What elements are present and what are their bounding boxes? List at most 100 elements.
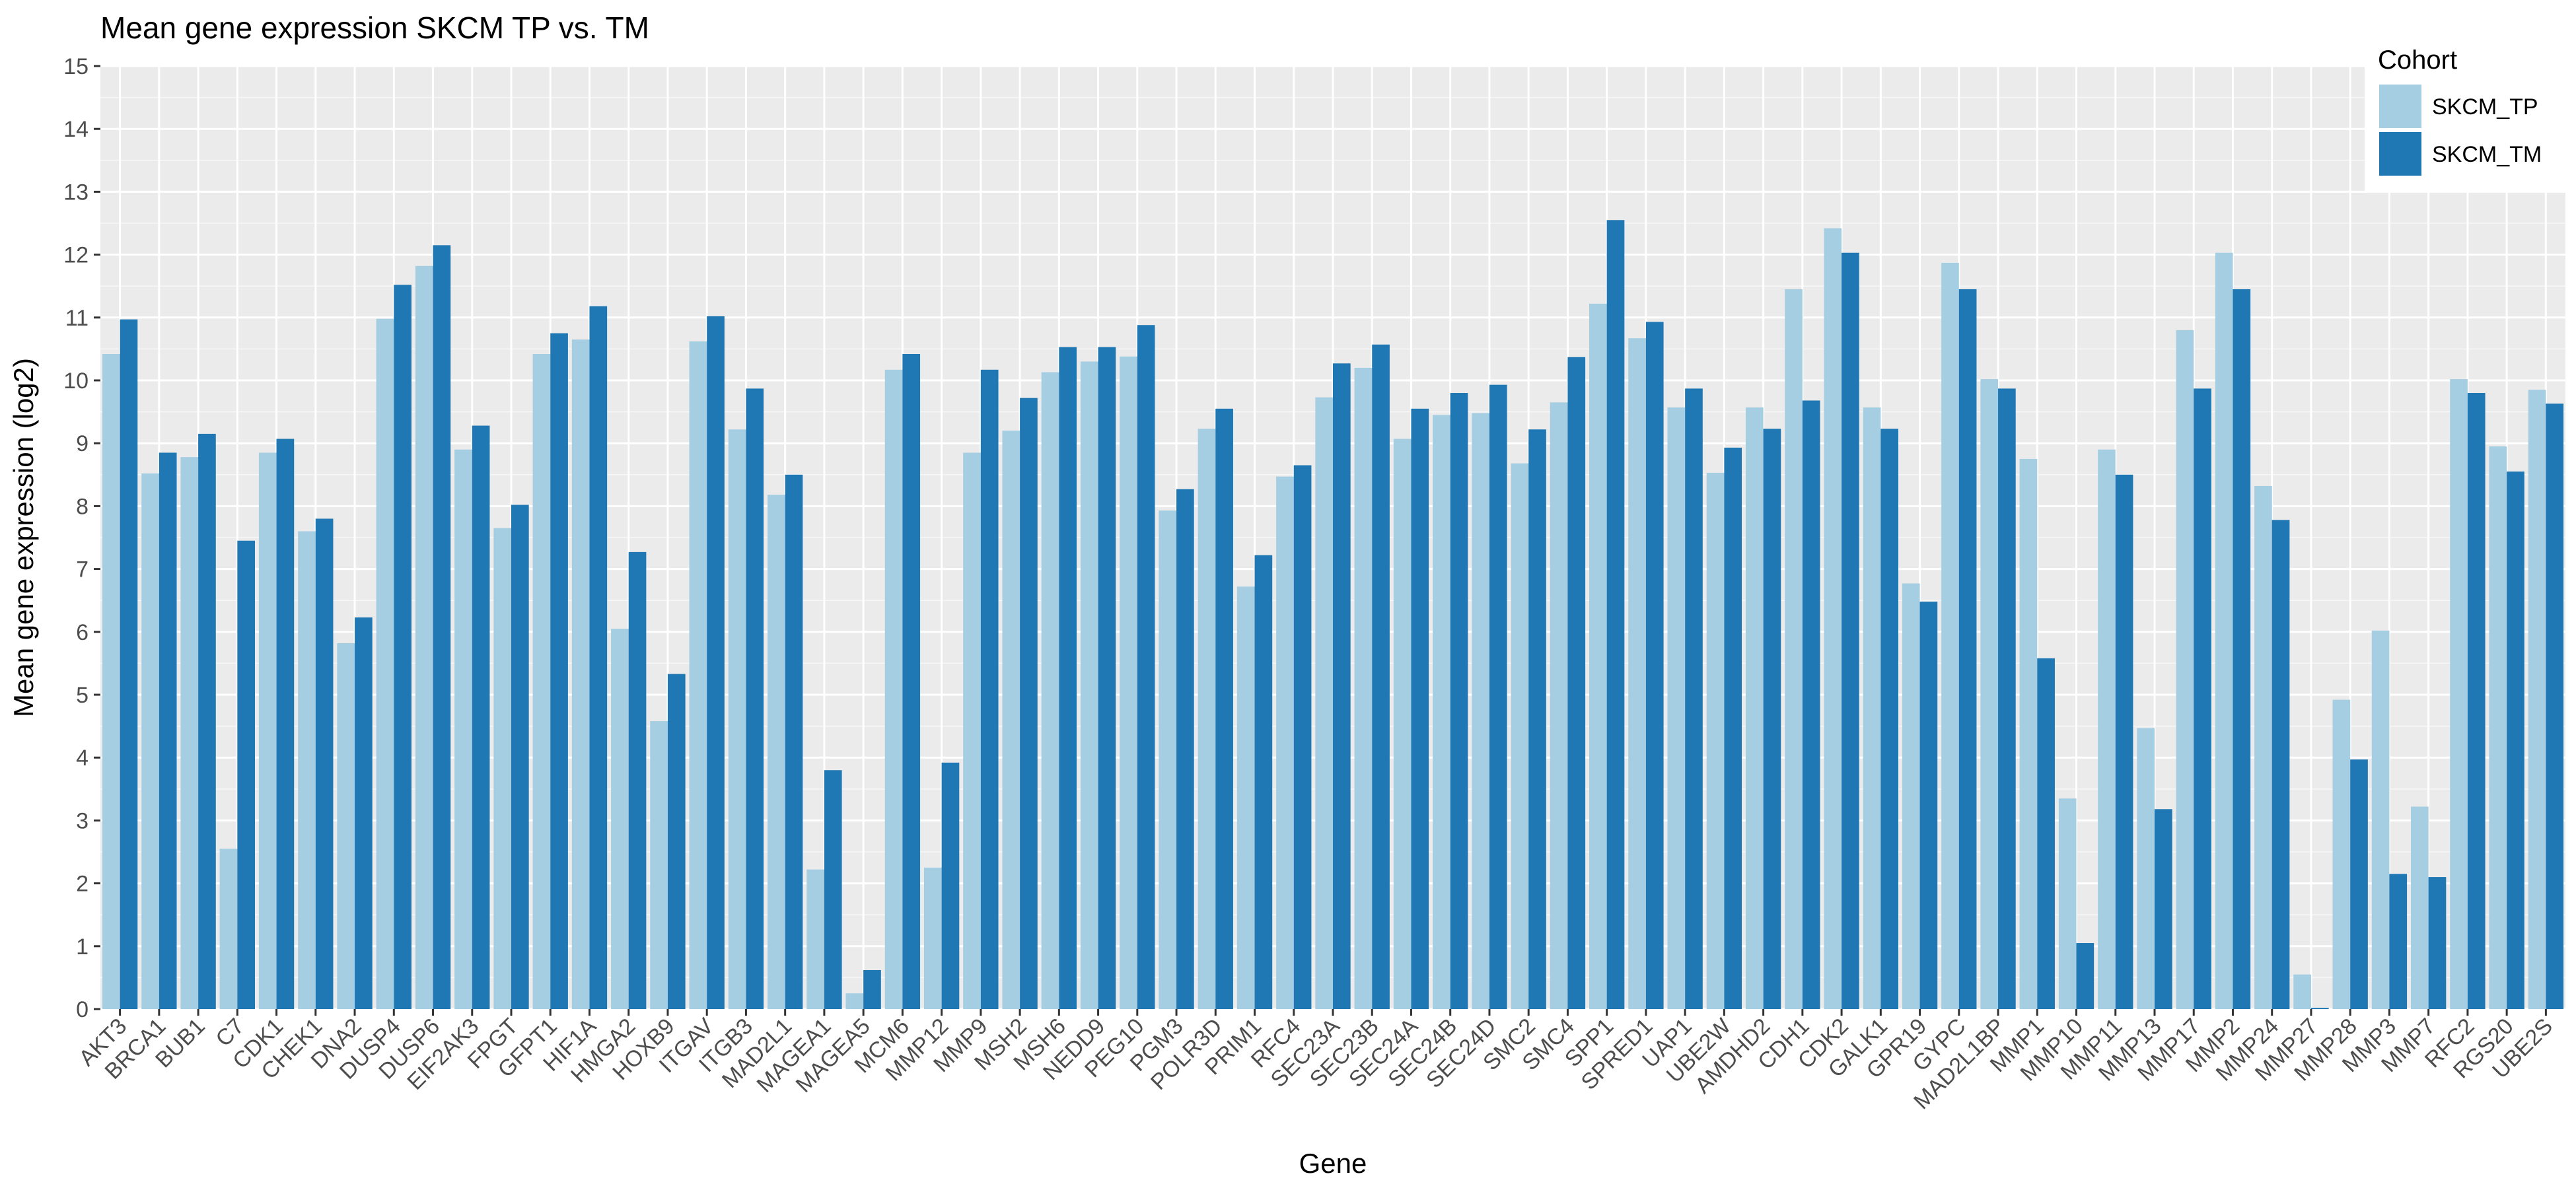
- bar-skcm-tm-gpr19: [1919, 602, 1938, 1009]
- y-tick-label: 14: [63, 117, 89, 142]
- bar-skcm-tp-mcm6: [884, 369, 903, 1009]
- y-tick-label: 12: [63, 243, 89, 268]
- bar-skcm-tm-ube2s: [2546, 403, 2564, 1009]
- bar-skcm-tm-bub1: [198, 433, 216, 1009]
- bar-skcm-tm-eif2ak3: [472, 425, 490, 1009]
- y-tick-label: 4: [76, 746, 89, 771]
- bar-skcm-tm-mmp13: [2155, 809, 2172, 1009]
- bar-skcm-tp-brca1: [141, 473, 159, 1009]
- bar-skcm-tm-rgs20: [2507, 472, 2524, 1009]
- bar-skcm-tm-mcm6: [902, 354, 921, 1009]
- bar-skcm-tm-mmp7: [2428, 877, 2447, 1009]
- y-axis-title: Mean gene expression (log2): [8, 358, 39, 717]
- legend-key-skcm-tp: [2379, 85, 2421, 128]
- bar-skcm-tp-ube2s: [2528, 390, 2546, 1009]
- bar-skcm-tm-mmp24: [2272, 520, 2290, 1009]
- bar-skcm-tm-akt3: [120, 319, 138, 1009]
- bar-skcm-tp-sec24d: [1472, 413, 1489, 1009]
- bar-skcm-tp-sec23b: [1354, 367, 1373, 1009]
- bar-skcm-tm-nedd9: [1098, 347, 1116, 1009]
- bar-skcm-tm-sec23a: [1333, 363, 1351, 1009]
- y-tick-label: 10: [63, 368, 89, 394]
- legend-key-skcm-tm: [2379, 132, 2421, 176]
- bar-skcm-tp-bub1: [180, 457, 199, 1009]
- bar-skcm-tm-magea1: [824, 770, 842, 1009]
- bar-skcm-tp-mad2l1bp: [1980, 379, 1999, 1009]
- bar-skcm-tp-itgav: [689, 341, 707, 1009]
- bar-skcm-tp-mmp7: [2411, 806, 2429, 1009]
- y-tick-label: 9: [76, 431, 89, 456]
- bar-skcm-tp-spp1: [1589, 303, 1607, 1010]
- y-tick-label: 13: [63, 180, 89, 205]
- bar-skcm-tp-prim1: [1236, 586, 1255, 1009]
- legend-label-skcm-tm: SKCM_TM: [2432, 142, 2542, 167]
- bar-skcm-tp-c7: [219, 849, 238, 1009]
- bar-skcm-tm-mmp11: [2115, 474, 2133, 1009]
- bar-skcm-tp-dusp4: [376, 318, 394, 1010]
- bars: [102, 220, 2564, 1010]
- bar-skcm-tp-polr3d: [1198, 429, 1216, 1009]
- legend-label-skcm-tp: SKCM_TP: [2432, 94, 2538, 120]
- bar-skcm-tp-msh6: [1041, 372, 1059, 1009]
- bar-skcm-tp-uap1: [1667, 407, 1686, 1009]
- bar-skcm-tm-mmp3: [2389, 874, 2408, 1009]
- legend-title: Cohort: [2378, 46, 2457, 75]
- bar-skcm-tm-hoxb9: [667, 674, 686, 1009]
- bar-skcm-tp-hmga2: [611, 629, 629, 1009]
- bar-skcm-tm-mad2l1: [785, 474, 803, 1009]
- bar-skcm-tp-mmp9: [963, 452, 981, 1009]
- bar-skcm-tp-eif2ak3: [454, 449, 472, 1009]
- bar-skcm-tp-gypc: [1941, 262, 1959, 1009]
- bar-skcm-tm-msh6: [1059, 347, 1077, 1009]
- bar-skcm-tm-cdk1: [276, 438, 295, 1009]
- bar-skcm-tm-dna2: [355, 617, 373, 1009]
- bar-skcm-tm-mmp1: [2037, 658, 2055, 1009]
- bar-skcm-tp-dna2: [337, 643, 355, 1009]
- bar-skcm-tp-galk1: [1863, 407, 1881, 1009]
- bar-skcm-tp-msh2: [1002, 431, 1020, 1009]
- bar-skcm-tp-pgm3: [1159, 510, 1177, 1009]
- bar-skcm-tm-pgm3: [1176, 489, 1194, 1009]
- bar-skcm-tm-mmp9: [980, 369, 999, 1009]
- bar-skcm-tm-mad2l1bp: [1998, 388, 2016, 1009]
- bar-skcm-tm-peg10: [1137, 325, 1155, 1009]
- y-tick-label: 6: [76, 620, 89, 645]
- bar-skcm-tp-gfpt1: [532, 354, 551, 1009]
- bar-skcm-tm-spred1: [1645, 322, 1664, 1009]
- bar-skcm-tm-amdhd2: [1763, 429, 1781, 1009]
- bar-skcm-tp-hif1a: [571, 339, 590, 1009]
- y-tick-label: 7: [76, 557, 89, 582]
- y-tick-label: 15: [63, 54, 89, 79]
- bar-skcm-tp-itgb3: [728, 429, 746, 1009]
- bar-skcm-tm-ube2w: [1724, 447, 1742, 1009]
- bar-skcm-tp-spred1: [1628, 338, 1646, 1009]
- bar-skcm-tm-rfc4: [1293, 465, 1312, 1009]
- bar-skcm-tm-galk1: [1880, 429, 1898, 1009]
- bar-skcm-tp-hoxb9: [650, 720, 668, 1009]
- bar-skcm-tp-magea1: [806, 869, 824, 1009]
- bar-skcm-tp-mmp12: [923, 867, 942, 1009]
- bar-skcm-tm-mmp2: [2233, 289, 2251, 1010]
- y-tick-label: 5: [76, 683, 89, 708]
- y-tick-label: 0: [76, 997, 89, 1022]
- bar-skcm-tp-smc4: [1550, 402, 1568, 1009]
- x-axis-title: Gene: [1299, 1148, 1367, 1179]
- bar-skcm-tp-sec23a: [1315, 397, 1333, 1009]
- bar-skcm-tp-rfc2: [2450, 379, 2468, 1009]
- bar-skcm-tp-cdk1: [258, 452, 277, 1009]
- bar-skcm-tm-uap1: [1685, 388, 1703, 1009]
- bar-skcm-tp-magea5: [845, 993, 864, 1009]
- bar-skcm-tm-smc4: [1567, 357, 1586, 1009]
- bar-skcm-tp-mmp3: [2371, 630, 2390, 1009]
- bar-skcm-tm-gfpt1: [550, 333, 568, 1010]
- bar-skcm-tm-sec24a: [1411, 408, 1429, 1009]
- bar-skcm-tp-mmp13: [2137, 728, 2155, 1009]
- bar-skcm-tp-mmp24: [2254, 485, 2272, 1009]
- bar-skcm-tm-sec23b: [1372, 344, 1390, 1009]
- bar-skcm-tp-dusp6: [415, 265, 433, 1010]
- bar-skcm-tm-hmga2: [628, 551, 647, 1009]
- bar-skcm-tm-spp1: [1606, 220, 1625, 1009]
- bar-skcm-tp-chek1: [298, 531, 316, 1009]
- bar-skcm-tm-mmp10: [2076, 943, 2094, 1009]
- bar-skcm-tm-dusp6: [433, 245, 451, 1009]
